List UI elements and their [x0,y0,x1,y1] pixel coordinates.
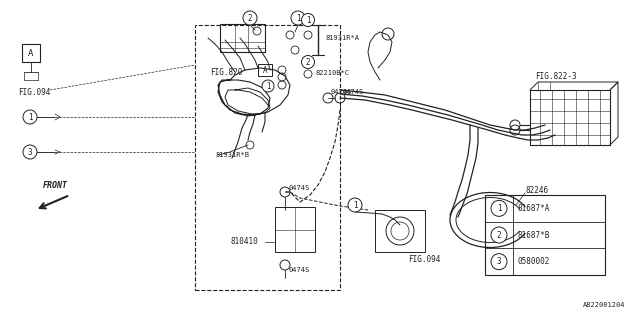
Text: 0474S: 0474S [288,185,309,191]
Bar [258,64,272,76]
Text: 1: 1 [497,204,501,213]
Bar [220,24,265,52]
Circle shape [23,145,37,159]
Text: A: A [28,49,34,58]
Circle shape [491,227,507,243]
Text: 1: 1 [28,113,32,122]
Bar [275,207,315,252]
Bar [22,44,40,62]
Bar [195,25,340,290]
Text: 82210B*C: 82210B*C [315,70,349,76]
Text: 3: 3 [497,257,501,266]
Text: 0474S: 0474S [342,89,364,95]
Text: 3: 3 [28,148,32,156]
Circle shape [262,80,274,92]
Text: FIG.820: FIG.820 [210,68,243,76]
Circle shape [491,254,507,270]
Text: 1: 1 [296,13,300,22]
Text: FIG.094: FIG.094 [18,87,51,97]
Circle shape [301,13,314,27]
Text: 2: 2 [497,230,501,239]
Text: 0474S: 0474S [330,89,351,95]
Text: 0580002: 0580002 [518,257,550,266]
Text: A822001204: A822001204 [582,302,625,308]
Text: 1: 1 [306,15,310,25]
Circle shape [23,110,37,124]
Text: 81931R*B: 81931R*B [215,152,249,158]
Text: 81687*B: 81687*B [518,230,550,239]
Circle shape [243,11,257,25]
Bar [375,210,425,252]
Circle shape [291,11,305,25]
Bar [530,90,610,145]
Text: A: A [262,66,268,75]
Text: 2: 2 [306,58,310,67]
Text: 1: 1 [266,82,270,91]
Circle shape [348,198,362,212]
Circle shape [301,55,314,68]
Text: 81931R*A: 81931R*A [325,35,359,41]
Text: 810410: 810410 [230,237,258,246]
Text: 1: 1 [353,201,357,210]
Text: FRONT: FRONT [42,181,67,190]
Text: 2: 2 [248,13,252,22]
Text: FIG.094: FIG.094 [408,255,440,265]
Text: 81687*A: 81687*A [518,204,550,213]
Circle shape [491,200,507,216]
Text: FIG.822-3: FIG.822-3 [535,71,577,81]
Text: 0474S: 0474S [288,267,309,273]
Text: 82246: 82246 [525,186,548,195]
Bar [485,195,605,275]
